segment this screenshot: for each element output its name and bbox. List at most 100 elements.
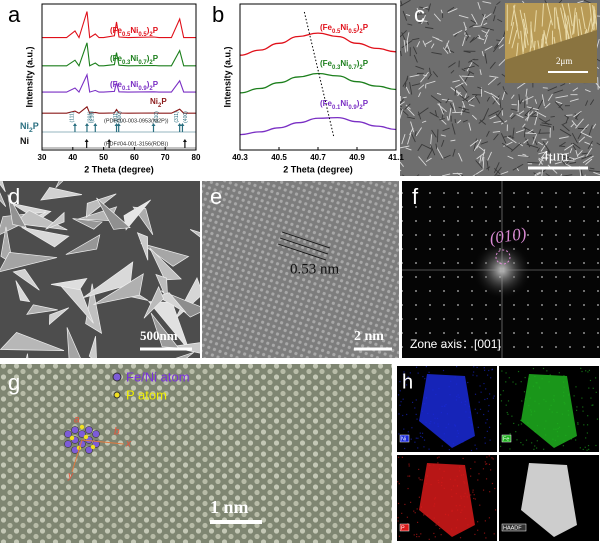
nanosheet bbox=[523, 28, 527, 48]
map-noise bbox=[442, 369, 445, 372]
map-noise bbox=[536, 447, 538, 449]
map-noise bbox=[543, 448, 545, 450]
map-noise bbox=[485, 388, 487, 390]
map-particle bbox=[419, 463, 475, 537]
map-noise bbox=[458, 470, 461, 472]
nanosheet bbox=[454, 88, 457, 96]
map-noise bbox=[553, 400, 555, 402]
nanosheet bbox=[15, 280, 31, 303]
map-noise bbox=[521, 400, 523, 402]
nanosheet bbox=[497, 82, 501, 86]
nanosheet bbox=[589, 99, 595, 106]
nanosheet bbox=[473, 138, 477, 152]
map-noise bbox=[435, 524, 437, 526]
map-noise bbox=[437, 479, 439, 482]
map-noise bbox=[585, 370, 587, 372]
map-noise bbox=[474, 408, 476, 410]
nanosheet bbox=[450, 69, 455, 74]
nanosheet bbox=[413, 54, 418, 63]
nanosheet bbox=[500, 171, 509, 175]
legend-marker bbox=[112, 372, 122, 382]
map-noise bbox=[486, 419, 488, 421]
map-noise bbox=[484, 398, 486, 401]
map-noise bbox=[460, 511, 462, 514]
nanosheet bbox=[585, 158, 593, 165]
map-noise bbox=[418, 496, 420, 498]
nanosheet bbox=[486, 166, 491, 170]
map-noise bbox=[454, 425, 457, 427]
map-noise bbox=[488, 517, 491, 519]
nanosheet bbox=[0, 192, 7, 207]
nanosheet bbox=[457, 91, 461, 97]
nanosheet bbox=[573, 110, 582, 118]
map-label-box bbox=[399, 434, 410, 443]
map-noise bbox=[464, 506, 466, 508]
nanosheet bbox=[484, 45, 493, 51]
nanosheet bbox=[532, 134, 538, 145]
nanosheet bbox=[484, 53, 488, 64]
map-noise bbox=[528, 404, 530, 407]
map-noise bbox=[407, 487, 409, 490]
ref-arrow bbox=[107, 139, 112, 142]
map-noise bbox=[556, 411, 558, 414]
map-noise bbox=[456, 430, 459, 432]
map-noise bbox=[485, 537, 487, 539]
nanosheet bbox=[462, 119, 468, 123]
map-noise bbox=[464, 517, 467, 520]
nanosheet bbox=[475, 160, 483, 169]
x-tick-label: 30 bbox=[38, 153, 47, 162]
nanosheet bbox=[577, 0, 584, 4]
map-noise bbox=[465, 411, 467, 413]
atom bbox=[69, 435, 75, 441]
map-noise bbox=[505, 381, 507, 383]
map-noise bbox=[459, 466, 461, 468]
map-noise bbox=[478, 401, 480, 403]
map-noise bbox=[428, 371, 430, 373]
nanosheet bbox=[479, 156, 482, 164]
nanosheet bbox=[462, 95, 470, 102]
map-noise bbox=[415, 399, 417, 401]
nanosheet bbox=[400, 108, 409, 116]
nanosheet bbox=[492, 130, 501, 133]
nanosheet bbox=[88, 336, 97, 358]
nanosheet bbox=[149, 247, 182, 281]
map-noise bbox=[440, 411, 442, 414]
map-noise bbox=[482, 468, 485, 470]
nanosheet bbox=[190, 229, 200, 238]
map-noise bbox=[457, 394, 459, 396]
nanosheet bbox=[538, 158, 543, 165]
nanosheet bbox=[509, 112, 514, 118]
nanosheet bbox=[407, 23, 413, 26]
map-noise bbox=[534, 400, 536, 402]
nanosheet bbox=[418, 156, 427, 166]
map-noise bbox=[406, 516, 408, 518]
nanosheet bbox=[584, 0, 592, 4]
nanosheet bbox=[405, 86, 410, 94]
map-noise bbox=[441, 405, 443, 408]
map-noise bbox=[485, 422, 487, 424]
map-noise bbox=[448, 386, 450, 388]
map-noise bbox=[479, 385, 481, 387]
nanosheet bbox=[414, 131, 417, 137]
nanosheet bbox=[525, 88, 528, 97]
nanosheet bbox=[469, 139, 479, 147]
map-noise bbox=[473, 371, 475, 373]
nanosheet bbox=[588, 170, 600, 173]
nanosheet bbox=[582, 155, 594, 164]
map-noise bbox=[545, 400, 547, 402]
nanosheet bbox=[581, 152, 589, 155]
nanosheet bbox=[580, 132, 592, 138]
map-noise bbox=[507, 400, 510, 402]
map-noise bbox=[534, 431, 536, 433]
map-noise bbox=[460, 497, 462, 499]
ref-arrow bbox=[116, 123, 121, 126]
map-noise bbox=[553, 428, 555, 430]
panel-label: g bbox=[8, 370, 20, 395]
nanosheet bbox=[454, 32, 459, 38]
map-noise bbox=[563, 375, 565, 377]
map-noise bbox=[425, 397, 427, 399]
map-noise bbox=[447, 514, 450, 516]
nanosheet bbox=[401, 40, 413, 49]
nanosheet bbox=[520, 30, 524, 55]
map-noise bbox=[438, 521, 440, 523]
